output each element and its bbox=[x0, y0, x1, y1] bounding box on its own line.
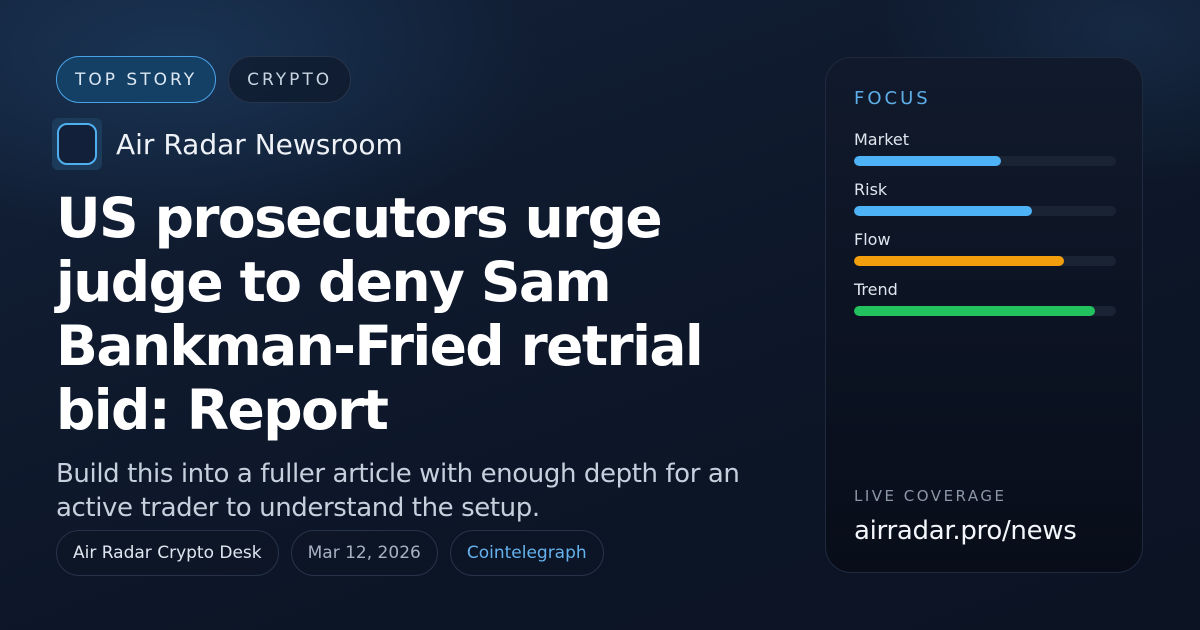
tag-crypto[interactable]: CRYPTO bbox=[228, 56, 352, 103]
bar-fill bbox=[854, 306, 1096, 316]
bar-fill bbox=[854, 206, 1033, 216]
live-coverage-label: LIVE COVERAGE bbox=[854, 487, 1007, 505]
focus-bar-market: Market bbox=[854, 130, 1116, 180]
focus-panel: FOCUS Market Risk Flow Trend LIVE COVERA… bbox=[825, 57, 1143, 573]
focus-bars: Market Risk Flow Trend bbox=[854, 130, 1116, 330]
logo-square-icon bbox=[52, 118, 102, 170]
bar-label: Trend bbox=[854, 280, 898, 299]
bar-label: Market bbox=[854, 130, 909, 149]
live-coverage-link[interactable]: airradar.pro/news bbox=[854, 516, 1077, 546]
source-name: Air Radar Newsroom bbox=[116, 127, 403, 161]
meta-chips: Air Radar Crypto Desk Mar 12, 2026 Coint… bbox=[56, 530, 604, 576]
bar-track bbox=[854, 256, 1116, 266]
focus-bar-flow: Flow bbox=[854, 230, 1116, 280]
bar-track bbox=[854, 306, 1116, 316]
bar-track bbox=[854, 206, 1116, 216]
tag-top-story[interactable]: TOP STORY bbox=[56, 56, 217, 103]
bar-fill bbox=[854, 156, 1001, 166]
bar-track bbox=[854, 156, 1116, 166]
focus-title: FOCUS bbox=[854, 88, 931, 109]
bar-fill bbox=[854, 256, 1064, 266]
summary: Build this into a fuller article with en… bbox=[56, 459, 740, 523]
focus-bar-risk: Risk bbox=[854, 180, 1116, 230]
tag-list: TOP STORY CRYPTO bbox=[56, 56, 352, 103]
headline: US prosecutors urge judge to deny Sam Ba… bbox=[56, 186, 704, 442]
bar-label: Flow bbox=[854, 230, 891, 249]
focus-bar-trend: Trend bbox=[854, 280, 1116, 330]
bar-label: Risk bbox=[854, 180, 888, 199]
author-chip[interactable]: Air Radar Crypto Desk bbox=[56, 530, 279, 576]
source-header: Air Radar Newsroom bbox=[52, 118, 403, 170]
publisher-link[interactable]: Cointelegraph bbox=[449, 530, 604, 576]
date-chip: Mar 12, 2026 bbox=[290, 530, 438, 576]
